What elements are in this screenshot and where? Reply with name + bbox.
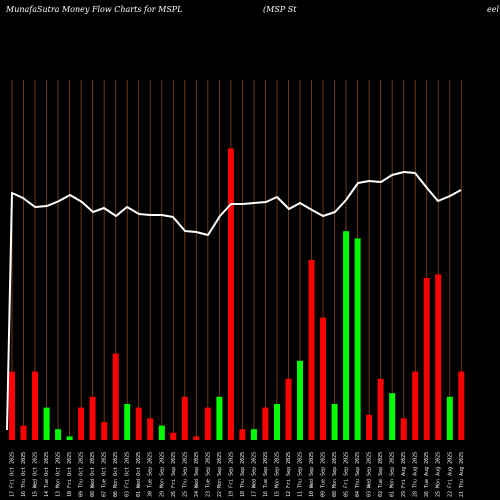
money-flow-bar bbox=[354, 238, 361, 440]
money-flow-bar bbox=[458, 371, 465, 440]
x-tick-label: 01 Wed Oct 2025 bbox=[136, 452, 142, 497]
money-flow-bar bbox=[308, 260, 315, 440]
money-flow-bar bbox=[204, 407, 211, 440]
money-flow-bar bbox=[331, 404, 338, 440]
x-tick-label: 07 Tue Oct 2025 bbox=[102, 452, 108, 497]
price-line-path bbox=[6, 171, 462, 431]
money-flow-bar bbox=[124, 404, 131, 440]
x-tick-label: 03 Fri Oct 2025 bbox=[125, 452, 131, 497]
x-tick-label: 16 Tue Sep 2025 bbox=[263, 452, 269, 497]
money-flow-bar bbox=[147, 418, 154, 440]
x-tick-label: 28 Thu Aug 2025 bbox=[413, 452, 419, 497]
money-flow-bar bbox=[366, 414, 373, 440]
x-tick-label: 09 Thu Oct 2025 bbox=[79, 452, 85, 497]
x-tick-label: 06 Mon Oct 2025 bbox=[113, 452, 119, 497]
x-tick-label: 21 Thu Aug 2025 bbox=[459, 452, 465, 497]
x-tick-label: 15 Mon Sep 2025 bbox=[274, 452, 280, 497]
x-tick-label: 14 Tue Oct 2025 bbox=[44, 452, 50, 497]
money-flow-bar bbox=[250, 429, 257, 440]
x-tick-label: 03 Wed Sep 2025 bbox=[367, 452, 373, 497]
x-tick-label: 04 Thu Sep 2025 bbox=[355, 452, 361, 497]
x-tick-label: 29 Fri Aug 2025 bbox=[401, 452, 407, 497]
x-tick-label: 23 Tue Sep 2025 bbox=[205, 452, 211, 497]
money-flow-bar bbox=[400, 418, 407, 440]
money-flow-bar bbox=[446, 396, 453, 440]
title-ticker: (MSP St bbox=[263, 5, 297, 14]
x-tick-label: 24 Wed Sep 2025 bbox=[194, 452, 200, 497]
money-flow-bar bbox=[135, 407, 142, 440]
money-flow-bar bbox=[101, 422, 108, 440]
x-tick-label: 15 Wed Oct 2025 bbox=[33, 452, 39, 497]
x-tick-label: 10 Wed Sep 2025 bbox=[309, 452, 315, 497]
x-tick-label: 17 Fri Oct 2025 bbox=[10, 452, 16, 497]
x-tick-label: 18 Thu Sep 2025 bbox=[240, 452, 246, 497]
money-flow-bar bbox=[170, 432, 177, 440]
x-tick-label: 12 Fri Sep 2025 bbox=[286, 452, 292, 497]
money-flow-bar bbox=[43, 407, 50, 440]
x-tick-label: 16 Thu Oct 2025 bbox=[21, 452, 27, 497]
money-flow-bar bbox=[262, 407, 269, 440]
money-flow-bar bbox=[285, 378, 292, 440]
money-flow-bar bbox=[112, 353, 119, 440]
x-tick-label: 10 Fri Oct 2025 bbox=[67, 452, 73, 497]
money-flow-bar bbox=[32, 371, 38, 440]
money-flow-bar bbox=[9, 371, 15, 440]
money-flow-bar bbox=[66, 436, 73, 440]
x-tick-label: 26 Fri Sep 2025 bbox=[171, 452, 177, 497]
money-flow-bar bbox=[239, 429, 246, 440]
money-flow-bar bbox=[216, 396, 223, 440]
money-flow-bar bbox=[227, 148, 234, 440]
money-flow-bar bbox=[193, 436, 200, 440]
money-flow-bar bbox=[320, 317, 326, 440]
money-flow-bar bbox=[423, 278, 430, 440]
money-flow-bar bbox=[412, 371, 419, 440]
money-flow-bar bbox=[389, 393, 396, 440]
x-tick-label: 11 Thu Sep 2025 bbox=[298, 452, 304, 497]
x-tick-label: 19 Fri Sep 2025 bbox=[228, 452, 234, 497]
money-flow-bar bbox=[158, 425, 165, 440]
money-flow-bar bbox=[181, 396, 188, 440]
x-axis-tick-labels: 17 Fri Oct 2025 16 Thu Oct 2025 15 Wed Oct… bbox=[10, 452, 465, 497]
chart-title: MunafaSutra Money Flow Charts for MSPL (… bbox=[6, 5, 500, 19]
money-flow-bars bbox=[9, 148, 465, 440]
money-flow-bar bbox=[78, 407, 85, 440]
money-flow-bar bbox=[343, 231, 350, 440]
x-tick-label: 30 Tue Sep 2025 bbox=[148, 452, 154, 497]
money-flow-bar bbox=[297, 360, 303, 440]
x-tick-label: 22 Mon Sep 2025 bbox=[217, 452, 223, 497]
x-tick-label: 29 Mon Sep 2025 bbox=[159, 452, 165, 497]
x-tick-label: 26 Tue Aug 2025 bbox=[424, 452, 430, 497]
x-tick-label: 09 Tue Sep 2025 bbox=[321, 452, 327, 497]
grid-lines bbox=[11, 80, 462, 440]
x-tick-label: 25 Thu Sep 2025 bbox=[182, 452, 188, 497]
money-flow-bar bbox=[435, 274, 442, 440]
title-tail: eel & bbox=[487, 5, 500, 14]
x-tick-label: 08 Wed Oct 2025 bbox=[90, 452, 96, 497]
money-flow-bar bbox=[274, 404, 280, 440]
x-tick-label: 13 Mon Oct 2025 bbox=[56, 452, 62, 497]
price-line bbox=[6, 171, 462, 431]
money-flow-bar bbox=[20, 425, 27, 440]
x-tick-label: 02 Tue Sep 2025 bbox=[378, 452, 384, 497]
money-flow-bar bbox=[377, 378, 384, 440]
x-tick-label: 01 Mon Sep 2025 bbox=[390, 452, 396, 497]
x-tick-label: 22 Fri Aug 2025 bbox=[447, 452, 453, 497]
x-tick-label: 08 Mon Sep 2025 bbox=[332, 452, 338, 497]
x-tick-label: 05 Fri Sep 2025 bbox=[344, 452, 350, 497]
title-main: MunafaSutra Money Flow Charts for MSPL bbox=[6, 5, 183, 14]
x-tick-label: 25 Mon Aug 2025 bbox=[436, 452, 442, 497]
money-flow-bar bbox=[55, 429, 62, 440]
x-tick-label: 17 Wed Sep 2025 bbox=[251, 452, 257, 497]
money-flow-bar bbox=[89, 396, 96, 440]
